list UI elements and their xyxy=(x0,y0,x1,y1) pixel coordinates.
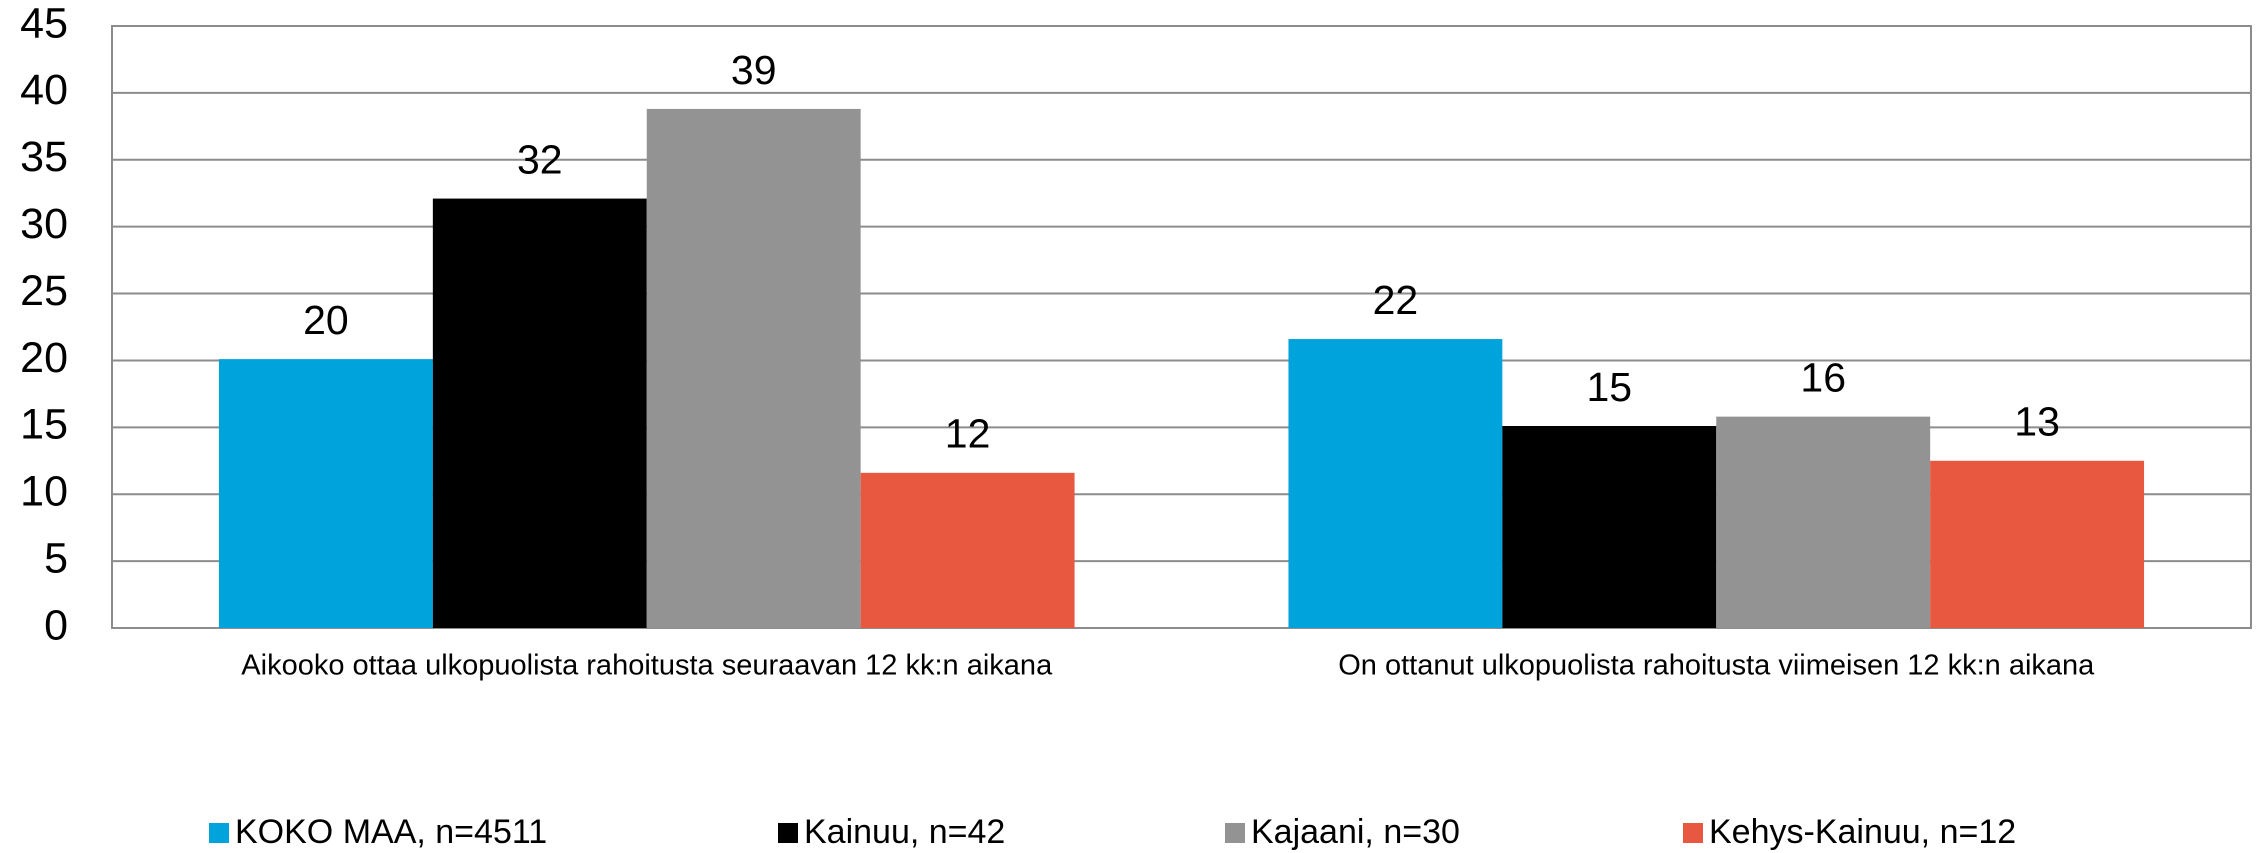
data-label: 16 xyxy=(1800,354,1846,400)
legend-swatch xyxy=(1225,823,1245,843)
data-label: 15 xyxy=(1586,364,1632,410)
y-tick-label: 40 xyxy=(20,66,68,114)
bar xyxy=(218,359,433,628)
bar xyxy=(860,472,1075,628)
data-label: 39 xyxy=(731,47,777,93)
y-tick-label: 0 xyxy=(44,601,68,649)
bar xyxy=(646,108,861,629)
y-tick-label: 15 xyxy=(20,401,68,449)
x-tick-label: Aikooko ottaa ulkopuolista rahoitusta se… xyxy=(241,650,1053,682)
bar xyxy=(1502,425,1717,628)
y-tick-label: 35 xyxy=(20,133,68,181)
legend-label: Kajaani, n=30 xyxy=(1251,813,1460,851)
y-tick-label: 45 xyxy=(20,0,68,47)
y-tick-label: 10 xyxy=(20,468,68,516)
bar xyxy=(1716,416,1931,628)
data-label: 32 xyxy=(517,136,563,182)
legend-label: Kainuu, n=42 xyxy=(804,813,1005,851)
bar xyxy=(432,198,647,628)
y-tick-label: 25 xyxy=(20,267,68,315)
data-label: 12 xyxy=(945,411,991,457)
bar xyxy=(1930,460,2145,628)
data-label: 20 xyxy=(303,297,349,343)
y-tick-label: 5 xyxy=(44,534,68,582)
legend-swatch xyxy=(209,823,229,843)
data-label: 22 xyxy=(1373,277,1419,323)
plot-border xyxy=(111,25,2252,629)
y-tick-label: 30 xyxy=(20,200,68,248)
legend-swatch xyxy=(778,823,798,843)
bar xyxy=(1288,339,1503,628)
legend-label: Kehys-Kainuu, n=12 xyxy=(1709,813,2016,851)
legend-label: KOKO MAA, n=4511 xyxy=(235,813,547,851)
x-tick-label: On ottanut ulkopuolista rahoitusta viime… xyxy=(1338,650,2095,682)
y-tick-label: 20 xyxy=(20,334,68,382)
legend-swatch xyxy=(1683,823,1703,843)
data-label: 13 xyxy=(2014,399,2060,445)
